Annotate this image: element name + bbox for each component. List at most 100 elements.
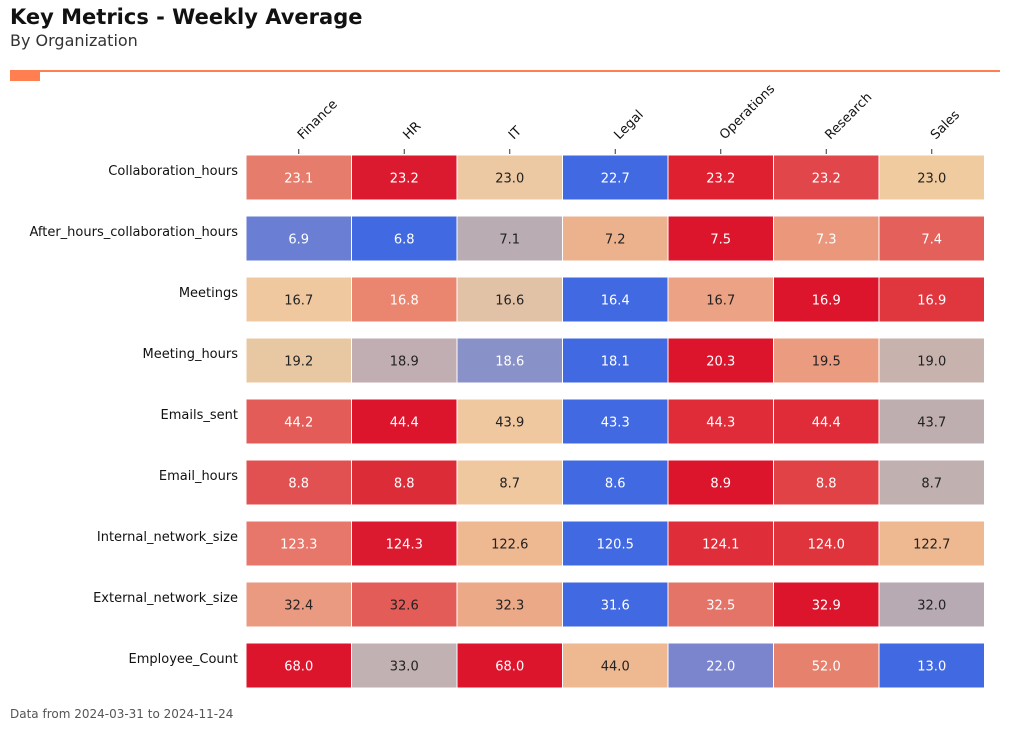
cell-value: 122.7	[913, 538, 950, 553]
footer-note: Data from 2024-03-31 to 2024-11-24	[10, 707, 234, 721]
heatmap-cell	[245, 215, 352, 262]
page-title: Key Metrics - Weekly Average	[10, 5, 363, 29]
accent-rule	[10, 70, 1000, 72]
heatmap-cell	[351, 642, 458, 689]
heatmap-cell	[456, 581, 563, 628]
col-label-research: Research	[822, 90, 875, 143]
heatmap-cell	[773, 398, 880, 445]
col-label-it: IT	[506, 124, 525, 143]
cell-value: 44.3	[706, 416, 735, 431]
heatmap-cell	[456, 459, 563, 506]
heatmap-cell	[351, 337, 458, 384]
heatmap-cell	[245, 398, 352, 445]
cell-value: 8.8	[288, 477, 309, 492]
cell-value: 68.0	[495, 660, 524, 675]
heatmap-cell	[667, 459, 774, 506]
heatmap-cell	[773, 642, 880, 689]
row-label: After_hours_collaboration_hours	[29, 225, 238, 240]
heatmap-cell	[456, 276, 563, 323]
row-label: Internal_network_size	[97, 530, 238, 545]
cell-value: 43.7	[917, 416, 946, 431]
heatmap-cell	[878, 276, 985, 323]
cell-value: 33.0	[390, 660, 419, 675]
heatmap-cell	[878, 459, 985, 506]
heatmap-cell	[878, 337, 985, 384]
heatmap-cell	[878, 520, 985, 567]
heatmap-cell	[351, 459, 458, 506]
cell-value: 7.3	[816, 233, 837, 248]
cell-value: 8.7	[499, 477, 520, 492]
cell-value: 23.2	[812, 172, 841, 187]
col-label-hr: HR	[400, 119, 424, 143]
cell-value: 31.6	[601, 599, 630, 614]
cell-value: 68.0	[284, 660, 313, 675]
heatmap-cell	[878, 215, 985, 262]
cell-value: 23.2	[390, 172, 419, 187]
cell-value: 23.0	[917, 172, 946, 187]
cell-value: 16.9	[812, 294, 841, 309]
cell-value: 43.9	[495, 416, 524, 431]
cell-value: 19.2	[284, 355, 313, 370]
row-label: Meeting_hours	[143, 347, 239, 362]
col-label-sales: Sales	[928, 108, 963, 143]
cell-value: 18.6	[495, 355, 524, 370]
cell-value: 23.0	[495, 172, 524, 187]
heatmap-cell	[773, 337, 880, 384]
cell-value: 16.7	[284, 294, 313, 309]
cell-value: 8.8	[394, 477, 415, 492]
heatmap-cell	[245, 337, 352, 384]
heatmap-cell	[456, 520, 563, 567]
heatmap-cell	[562, 398, 669, 445]
cell-value: 16.9	[917, 294, 946, 309]
heatmap-cell	[562, 215, 669, 262]
cell-value: 122.6	[491, 538, 528, 553]
row-label: Employee_Count	[129, 652, 239, 667]
col-label-legal: Legal	[611, 108, 646, 143]
cell-value: 6.8	[394, 233, 415, 248]
heatmap-cell	[773, 215, 880, 262]
cell-value: 32.4	[284, 599, 313, 614]
heatmap-cell	[562, 520, 669, 567]
cell-value: 8.8	[816, 477, 837, 492]
cell-value: 16.4	[601, 294, 630, 309]
page-subtitle: By Organization	[10, 31, 138, 50]
accent-tab	[10, 70, 40, 81]
heatmap-cell	[773, 520, 880, 567]
cell-value: 124.1	[702, 538, 739, 553]
cell-value: 32.6	[390, 599, 419, 614]
row-label: Email_hours	[159, 469, 238, 484]
heatmap-cell	[562, 581, 669, 628]
heatmap-cell	[773, 276, 880, 323]
heatmap-cell	[245, 520, 352, 567]
heatmap-cell	[245, 276, 352, 323]
heatmap-cell	[878, 398, 985, 445]
heatmap-cell	[878, 154, 985, 201]
row-label: Emails_sent	[161, 408, 238, 423]
heatmap-cell	[245, 581, 352, 628]
cell-value: 120.5	[597, 538, 634, 553]
cell-value: 7.4	[921, 233, 942, 248]
cell-value: 7.5	[710, 233, 731, 248]
heatmap-cell	[667, 276, 774, 323]
heatmap-cell	[456, 398, 563, 445]
cell-value: 123.3	[280, 538, 317, 553]
row-label: Meetings	[179, 286, 238, 301]
cell-value: 6.9	[288, 233, 309, 248]
heatmap-cell	[878, 642, 985, 689]
cell-value: 23.1	[284, 172, 313, 187]
cell-value: 44.4	[390, 416, 419, 431]
cell-value: 7.1	[499, 233, 520, 248]
cell-value: 16.7	[706, 294, 735, 309]
cell-value: 7.2	[605, 233, 626, 248]
heatmap-cell	[351, 520, 458, 567]
cell-value: 16.8	[390, 294, 419, 309]
cell-value: 16.6	[495, 294, 524, 309]
cell-value: 32.5	[706, 599, 735, 614]
heatmap-cell	[562, 459, 669, 506]
cell-value: 8.9	[710, 477, 731, 492]
cell-value: 124.3	[386, 538, 423, 553]
cell-value: 8.7	[921, 477, 942, 492]
cell-value: 18.9	[390, 355, 419, 370]
cell-value: 32.3	[495, 599, 524, 614]
